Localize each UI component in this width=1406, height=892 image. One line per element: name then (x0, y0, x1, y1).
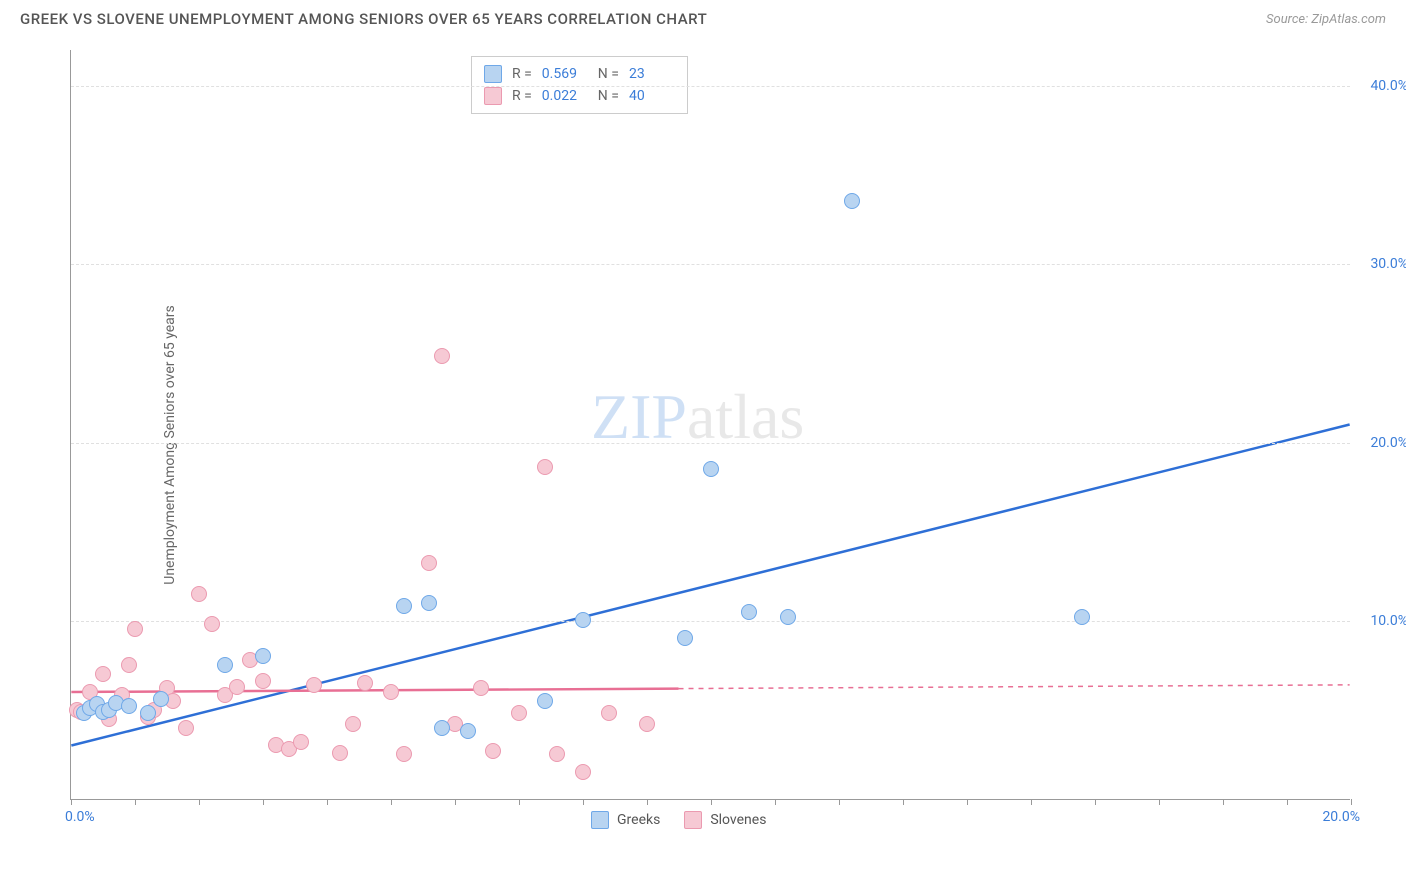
xtick (839, 799, 840, 805)
data-point-Greeks (575, 612, 591, 628)
data-point-Greeks (255, 648, 271, 664)
swatch-greeks (484, 65, 502, 83)
stats-row-greeks: R = 0.569 N = 23 (484, 63, 675, 85)
swatch-slovenes (684, 811, 702, 829)
gridline (71, 86, 1350, 87)
data-point-Slovenes (383, 684, 399, 700)
legend-label-slovenes: Slovenes (710, 812, 766, 828)
xtick (967, 799, 968, 805)
data-point-Greeks (780, 609, 796, 625)
data-point-Greeks (153, 691, 169, 707)
xtick (903, 799, 904, 805)
xtick (1287, 799, 1288, 805)
data-point-Slovenes (191, 586, 207, 602)
data-point-Greeks (121, 698, 137, 714)
r-label: R = (512, 88, 532, 104)
xtick (71, 799, 72, 805)
xtick (711, 799, 712, 805)
xtick (455, 799, 456, 805)
xtick (1223, 799, 1224, 805)
ytick-label: 20.0% (1370, 435, 1406, 451)
data-point-Slovenes (601, 705, 617, 721)
xtick (199, 799, 200, 805)
chart-area: Unemployment Among Seniors over 65 years… (50, 50, 1380, 840)
xtick (1351, 799, 1352, 805)
ytick-label: 40.0% (1370, 78, 1406, 94)
data-point-Slovenes (293, 734, 309, 750)
xtick (775, 799, 776, 805)
data-point-Slovenes (121, 657, 137, 673)
data-point-Slovenes (639, 716, 655, 732)
r-label: R = (512, 66, 532, 82)
legend-item-greeks: Greeks (591, 811, 660, 829)
data-point-Slovenes (473, 680, 489, 696)
xtick (1031, 799, 1032, 805)
data-point-Slovenes (396, 746, 412, 762)
data-point-Slovenes (549, 746, 565, 762)
data-point-Slovenes (434, 348, 450, 364)
xtick (391, 799, 392, 805)
data-point-Greeks (421, 595, 437, 611)
header: GREEK VS SLOVENE UNEMPLOYMENT AMONG SENI… (0, 0, 1406, 34)
xtick (327, 799, 328, 805)
data-point-Slovenes (537, 459, 553, 475)
data-point-Slovenes (485, 743, 501, 759)
data-point-Slovenes (575, 764, 591, 780)
data-point-Greeks (677, 630, 693, 646)
data-point-Greeks (537, 693, 553, 709)
ytick-label: 30.0% (1370, 256, 1406, 272)
data-point-Greeks (460, 723, 476, 739)
data-point-Greeks (1074, 609, 1090, 625)
data-point-Slovenes (345, 716, 361, 732)
xtick (583, 799, 584, 805)
plot-area: ZIPatlas R = 0.569 N = 23 R = 0.022 N = … (70, 50, 1350, 800)
data-point-Slovenes (511, 705, 527, 721)
chart-title: GREEK VS SLOVENE UNEMPLOYMENT AMONG SENI… (20, 10, 707, 28)
swatch-greeks (591, 811, 609, 829)
data-point-Greeks (217, 657, 233, 673)
xtick-label-left: 0.0% (65, 809, 95, 825)
n-value-greeks: 23 (629, 66, 675, 82)
r-value-slovenes: 0.022 (542, 88, 588, 104)
data-point-Slovenes (255, 673, 271, 689)
r-value-greeks: 0.569 (542, 66, 588, 82)
n-label: N = (598, 88, 619, 104)
data-point-Greeks (434, 720, 450, 736)
xtick (1095, 799, 1096, 805)
data-point-Greeks (396, 598, 412, 614)
data-point-Slovenes (421, 555, 437, 571)
xtick (135, 799, 136, 805)
xtick (519, 799, 520, 805)
gridline (71, 264, 1350, 265)
data-point-Greeks (140, 705, 156, 721)
data-point-Slovenes (95, 666, 111, 682)
data-point-Slovenes (332, 745, 348, 761)
xtick (1159, 799, 1160, 805)
gridline (71, 621, 1350, 622)
data-point-Greeks (703, 461, 719, 477)
xtick (263, 799, 264, 805)
data-point-Slovenes (306, 677, 322, 693)
legend: Greeks Slovenes (591, 811, 766, 829)
data-point-Slovenes (178, 720, 194, 736)
legend-label-greeks: Greeks (617, 812, 660, 828)
stats-row-slovenes: R = 0.022 N = 40 (484, 85, 675, 107)
xtick (647, 799, 648, 805)
ytick-label: 10.0% (1370, 613, 1406, 629)
data-point-Greeks (741, 604, 757, 620)
data-point-Slovenes (127, 621, 143, 637)
swatch-slovenes (484, 87, 502, 105)
legend-item-slovenes: Slovenes (684, 811, 766, 829)
data-point-Slovenes (204, 616, 220, 632)
n-label: N = (598, 66, 619, 82)
trend-line-dashed-Slovenes (679, 685, 1350, 689)
xtick-label-right: 20.0% (1322, 809, 1360, 825)
data-point-Greeks (844, 193, 860, 209)
data-point-Slovenes (229, 679, 245, 695)
n-value-slovenes: 40 (629, 88, 675, 104)
gridline (71, 443, 1350, 444)
data-point-Slovenes (357, 675, 373, 691)
source-label: Source: ZipAtlas.com (1266, 12, 1386, 27)
